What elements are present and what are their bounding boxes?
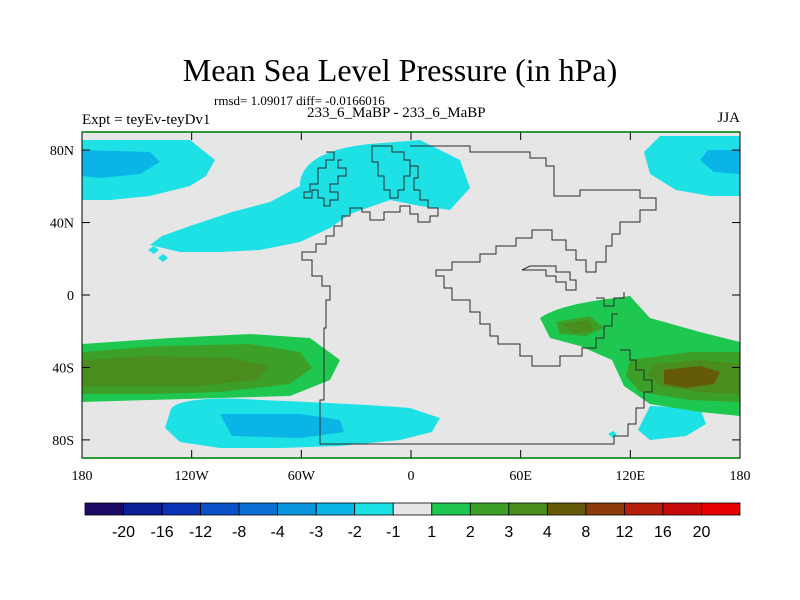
colorbar-label: 3	[504, 524, 513, 541]
colorbar-label: 12	[616, 524, 634, 541]
colorbar-label: 8	[581, 524, 590, 541]
run-comparison-label: 233_6_MaBP - 233_6_MaBP	[307, 105, 486, 121]
lon-tick-label: 180	[72, 469, 93, 484]
coast-europe-west	[301, 165, 653, 445]
colorbar-label: -12	[189, 524, 212, 541]
lon-tick-label: 60E	[509, 469, 532, 484]
coast-greenland	[371, 145, 411, 199]
axis-ticks: 80N 40N 0 40S 80S 180 120W 60W 0 60E 120E 180	[50, 132, 751, 484]
lon-tick-label: 180	[730, 469, 751, 484]
colorbar-swatch	[354, 502, 394, 516]
coast-eurasia-north	[410, 145, 657, 345]
colorbar-swatch	[469, 502, 510, 516]
colorbar-swatch	[662, 502, 702, 516]
coast-southeast-asia	[596, 292, 625, 307]
colorbar-swatch	[701, 502, 741, 516]
colorbar-label: 1	[427, 524, 436, 541]
colorbar-label: -2	[348, 524, 362, 541]
continent-outlines	[301, 145, 657, 445]
neg-arctic-east-core	[700, 150, 740, 174]
colorbar-swatch	[508, 502, 548, 516]
neg-tasman-field	[638, 406, 706, 440]
colorbar-swatch	[84, 502, 124, 516]
negative-anomaly-regions	[82, 136, 740, 448]
colorbar-swatch	[277, 502, 317, 516]
colorbar-label: -16	[150, 524, 173, 541]
colorbar-label: 2	[466, 524, 475, 541]
colorbar: -20 -16 -12 -8 -4 -3 -2 -1 1 2 3 4 8 12 16 20	[84, 502, 741, 541]
colorbar-swatch	[585, 502, 625, 516]
coast-india	[521, 265, 577, 291]
colorbar-swatch	[315, 502, 356, 516]
experiment-label: Expt = teyEv-teyDv1	[82, 112, 211, 128]
lon-tick-label: 60W	[288, 469, 316, 484]
coast-north-america	[303, 151, 347, 207]
colorbar-label: -1	[386, 524, 400, 541]
colorbar-label: -4	[271, 524, 285, 541]
lat-tick-label: 40S	[52, 361, 74, 376]
colorbar-swatch	[546, 502, 587, 516]
lat-tick-label: 80N	[50, 144, 74, 159]
season-label: JJA	[717, 110, 740, 126]
lon-tick-label: 120W	[175, 469, 210, 484]
lat-tick-label: 0	[67, 289, 74, 304]
lat-tick-label: 80S	[52, 434, 74, 449]
lon-tick-label: 120E	[616, 469, 646, 484]
pos-south-pacific-core	[82, 356, 270, 386]
colorbar-swatch	[200, 502, 240, 516]
colorbar-swatch	[431, 502, 471, 516]
colorbar-label: 20	[693, 524, 711, 541]
colorbar-swatch	[238, 502, 279, 516]
colorbar-label: 16	[654, 524, 672, 541]
rmsd-diff-stats: rmsd= 1.09017 diff= -0.0166016	[214, 93, 385, 108]
colorbar-label: -8	[232, 524, 246, 541]
neg-nw-atlantic-field	[150, 140, 470, 252]
colorbar-label: -3	[309, 524, 323, 541]
colorbar-swatch	[161, 502, 201, 516]
neg-speck	[158, 254, 168, 262]
colorbar-label: -20	[112, 524, 135, 541]
colorbar-swatch	[123, 502, 163, 516]
positive-anomaly-regions	[82, 296, 740, 416]
colorbar-swatch	[624, 502, 664, 516]
colorbar-swatch	[392, 502, 433, 516]
neg-speck	[148, 246, 159, 254]
map-title: Mean Sea Level Pressure (in hPa)	[182, 52, 618, 88]
coast-arabia-africa-east	[508, 313, 618, 367]
pressure-anomaly-fields	[82, 136, 740, 448]
colorbar-label: 4	[543, 524, 552, 541]
neg-southern-ocean-core	[220, 414, 344, 438]
lat-tick-label: 40N	[50, 217, 74, 232]
pos-australia-max	[664, 366, 720, 388]
neg-arctic-west-core	[82, 150, 160, 178]
lon-tick-label: 0	[408, 469, 415, 484]
